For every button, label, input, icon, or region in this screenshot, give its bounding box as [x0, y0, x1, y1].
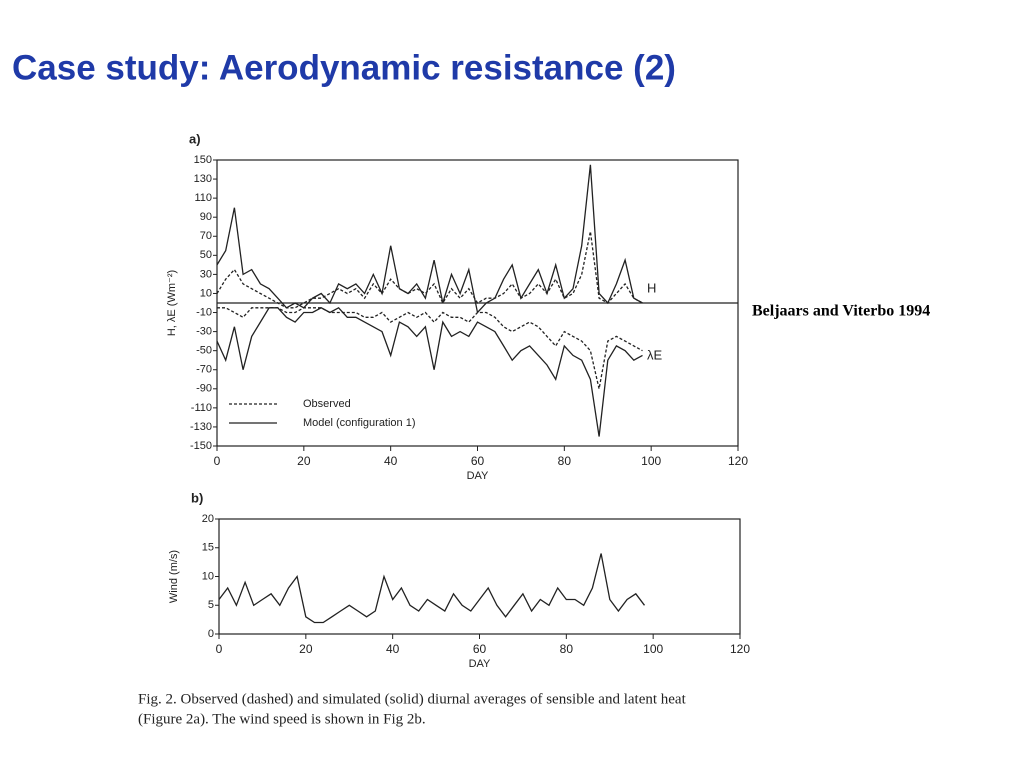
y-tick-label: -50	[196, 345, 212, 357]
y-tick-label: -130	[190, 421, 212, 433]
line-label: H	[647, 280, 656, 295]
series-line	[216, 164, 643, 314]
y-tick-label: 70	[200, 230, 212, 242]
y-tick-label: 10	[202, 570, 214, 582]
citation: Beljaars and Viterbo 1994	[752, 303, 930, 320]
series-line	[216, 306, 643, 437]
y-tick-label: 90	[200, 211, 212, 223]
y-tick-label: -110	[191, 402, 212, 414]
y-axis-label: H, λE (Wm⁻²)	[166, 270, 178, 336]
x-tick-label: 20	[299, 642, 313, 656]
x-tick-label: 60	[473, 642, 487, 656]
y-tick-label: -90	[196, 383, 212, 395]
y-axis-label: Wind (m/s)	[168, 550, 180, 603]
legend-label: Model (configuration 1)	[303, 417, 416, 429]
x-axis-label: DAY	[467, 470, 489, 482]
y-tick-label: -150	[190, 440, 212, 452]
y-tick-label: 30	[200, 268, 212, 280]
x-tick-label: 40	[384, 454, 398, 468]
x-tick-label: 60	[471, 454, 485, 468]
y-tick-label: -70	[196, 364, 212, 376]
y-tick-label: 110	[194, 192, 212, 204]
x-tick-label: 120	[730, 642, 750, 656]
y-tick-label: 0	[208, 628, 214, 640]
y-tick-label: 130	[194, 173, 212, 185]
line-label: λE	[647, 347, 663, 362]
x-tick-label: 40	[386, 642, 400, 656]
x-tick-label: 0	[216, 642, 223, 656]
y-tick-label: 150	[194, 154, 212, 166]
y-tick-label: 50	[200, 249, 212, 261]
slide-title: Case study: Aerodynamic resistance (2)	[12, 48, 676, 87]
series-line	[216, 231, 643, 309]
y-tick-label: 5	[208, 599, 214, 611]
series-line	[218, 553, 646, 624]
x-tick-label: 100	[643, 642, 663, 656]
legend-label: Observed	[303, 398, 351, 410]
caption-line: Fig. 2. Observed (dashed) and simulated …	[138, 691, 687, 707]
y-tick-label: 10	[200, 287, 212, 299]
series-line	[217, 307, 643, 389]
panel-label: a)	[189, 131, 201, 146]
x-tick-label: 80	[558, 454, 572, 468]
y-tick-label: 20	[202, 513, 214, 525]
y-tick-label: 15	[202, 542, 214, 554]
x-tick-label: 0	[214, 454, 221, 468]
x-tick-label: 120	[728, 454, 748, 468]
panel-label: b)	[191, 490, 203, 505]
y-tick-label: -10	[196, 306, 212, 318]
y-tick-label: -30	[196, 326, 212, 338]
x-axis-label: DAY	[469, 658, 491, 670]
x-tick-label: 100	[641, 454, 661, 468]
x-tick-label: 80	[560, 642, 574, 656]
x-tick-label: 20	[297, 454, 311, 468]
caption-line: (Figure 2a). The wind speed is shown in …	[138, 711, 426, 727]
